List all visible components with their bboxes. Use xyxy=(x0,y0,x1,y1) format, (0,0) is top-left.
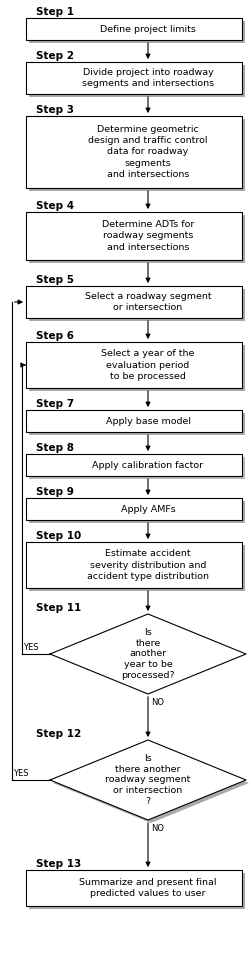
Bar xyxy=(26,454,242,476)
Text: Step 7: Step 7 xyxy=(36,399,74,409)
Text: Select a year of the
evaluation period
to be processed: Select a year of the evaluation period t… xyxy=(101,349,195,381)
Text: NO: NO xyxy=(151,824,164,833)
Text: Apply AMFs: Apply AMFs xyxy=(120,504,176,514)
Text: Select a roadway segment
or intersection: Select a roadway segment or intersection xyxy=(85,292,211,312)
Bar xyxy=(26,212,242,260)
Bar xyxy=(29,65,245,97)
Text: Step 11: Step 11 xyxy=(36,603,81,613)
Bar xyxy=(29,21,245,43)
Text: NO: NO xyxy=(151,698,164,707)
Text: Divide project into roadway
segments and intersections: Divide project into roadway segments and… xyxy=(82,68,214,88)
Text: Step 3: Step 3 xyxy=(36,105,74,115)
Bar xyxy=(29,119,245,191)
Text: Step 1: Step 1 xyxy=(36,7,74,17)
Bar xyxy=(29,289,245,321)
Bar xyxy=(29,457,245,479)
Bar xyxy=(26,410,242,432)
Bar xyxy=(26,116,242,188)
Text: Step 4: Step 4 xyxy=(36,201,74,211)
Text: Step 9: Step 9 xyxy=(36,487,74,497)
Text: Estimate accident
severity distribution and
accident type distribution: Estimate accident severity distribution … xyxy=(87,549,209,581)
Text: Apply calibration factor: Apply calibration factor xyxy=(92,460,204,470)
Bar xyxy=(26,342,242,388)
Text: YES: YES xyxy=(23,643,38,652)
Text: Summarize and present final
predicted values to user: Summarize and present final predicted va… xyxy=(79,878,217,898)
Text: Step 12: Step 12 xyxy=(36,729,81,739)
Bar xyxy=(29,413,245,435)
Text: YES: YES xyxy=(13,769,28,778)
Bar xyxy=(29,345,245,391)
Bar xyxy=(29,501,245,523)
Polygon shape xyxy=(50,614,246,694)
Bar xyxy=(26,498,242,520)
Polygon shape xyxy=(50,740,246,820)
Text: Step 6: Step 6 xyxy=(36,331,74,341)
Bar xyxy=(26,286,242,318)
Text: Step 5: Step 5 xyxy=(36,275,74,285)
Text: Step 8: Step 8 xyxy=(36,443,74,453)
Bar xyxy=(29,545,245,591)
Polygon shape xyxy=(53,743,249,823)
Text: Determine ADTs for
roadway segments
and intersections: Determine ADTs for roadway segments and … xyxy=(102,220,194,252)
Bar xyxy=(26,542,242,588)
Text: Define project limits: Define project limits xyxy=(100,25,196,33)
Bar xyxy=(29,457,245,479)
Bar xyxy=(29,215,245,263)
Text: Step 13: Step 13 xyxy=(36,859,81,869)
Bar xyxy=(26,18,242,40)
Text: Step 2: Step 2 xyxy=(36,51,74,61)
Text: Apply base model: Apply base model xyxy=(106,416,190,426)
Bar xyxy=(29,873,245,909)
Text: Determine geometric
design and traffic control
data for roadway
segments
and int: Determine geometric design and traffic c… xyxy=(88,125,208,179)
Text: Step 10: Step 10 xyxy=(36,531,81,541)
Text: Is
there
another
year to be
processed?: Is there another year to be processed? xyxy=(121,628,175,680)
Text: Is
there another
roadway segment
or intersection
?: Is there another roadway segment or inte… xyxy=(105,754,191,806)
Bar xyxy=(26,870,242,906)
Bar xyxy=(26,62,242,94)
